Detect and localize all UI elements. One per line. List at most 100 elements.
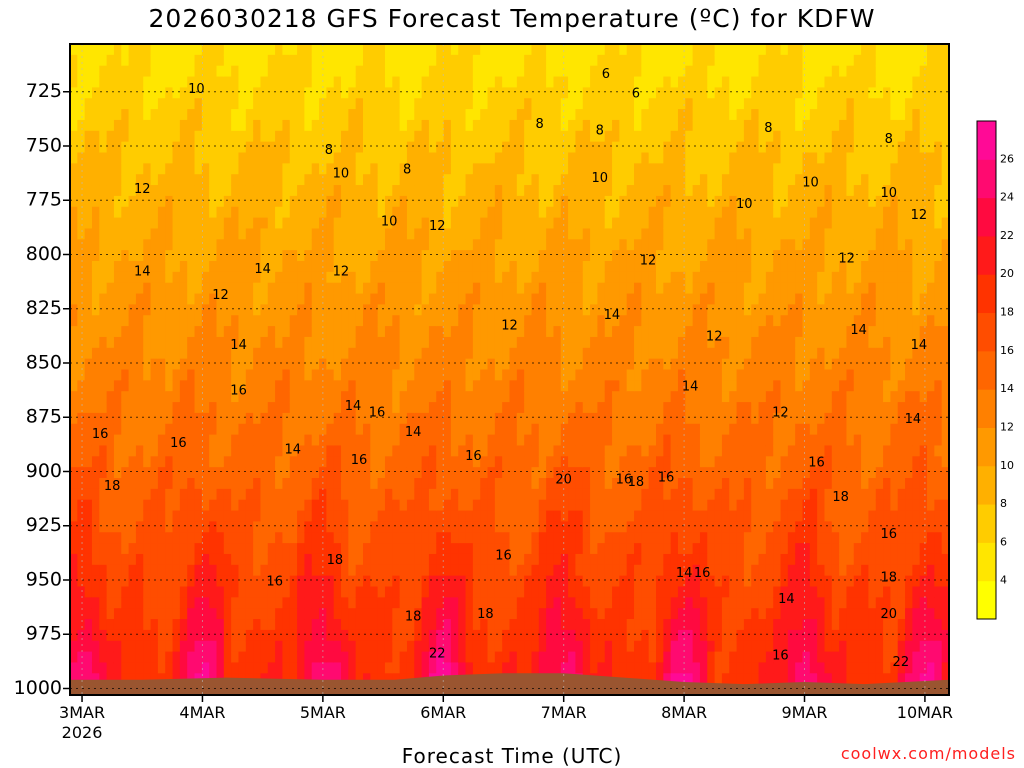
field-cell [150, 499, 159, 512]
field-cell [165, 152, 174, 164]
field-cell [516, 402, 525, 414]
field-cell [355, 76, 364, 88]
field-cell [406, 282, 415, 295]
field-cell [253, 87, 262, 99]
field-cell [509, 44, 518, 56]
field-cell [656, 564, 664, 577]
field-cell [70, 488, 78, 501]
field-cell [553, 402, 562, 414]
field-cell [231, 423, 240, 436]
field-cell [70, 98, 78, 110]
field-cell [634, 510, 642, 522]
field-cell [223, 510, 232, 522]
field-cell [128, 532, 137, 544]
field-cell [487, 217, 496, 230]
field-cell [450, 130, 459, 143]
field-cell [355, 619, 364, 631]
field-cell [267, 217, 276, 230]
field-cell [487, 586, 496, 598]
field-cell [626, 98, 635, 110]
field-cell [641, 65, 650, 78]
field-cell [575, 261, 584, 273]
field-cell [502, 336, 511, 349]
field-cell [516, 195, 525, 208]
field-cell [297, 662, 305, 674]
field-cell [480, 119, 489, 132]
field-cell [231, 293, 240, 305]
field-cell [253, 44, 262, 56]
field-cell [648, 510, 657, 522]
field-cell [260, 564, 269, 577]
field-cell [143, 347, 152, 360]
field-cell [333, 304, 342, 316]
field-cell [150, 228, 159, 240]
field-cell [450, 651, 459, 664]
field-cell [648, 369, 657, 381]
field-cell [267, 391, 276, 403]
field-cell [619, 575, 628, 588]
field-cell [472, 44, 481, 56]
field-cell [304, 662, 313, 674]
field-cell [531, 488, 540, 501]
field-cell [648, 532, 657, 544]
field-cell [128, 358, 137, 371]
field-cell [267, 532, 276, 544]
field-cell [355, 608, 364, 620]
field-cell [406, 478, 415, 490]
field-cell [619, 174, 628, 186]
field-cell [179, 629, 188, 642]
field-cell [560, 564, 569, 577]
field-cell [384, 174, 393, 186]
field-cell [472, 467, 481, 479]
field-cell [289, 65, 298, 78]
field-cell [619, 217, 628, 230]
field-cell [472, 206, 481, 219]
field-cell [150, 119, 159, 132]
field-cell [209, 456, 218, 468]
field-cell [414, 347, 423, 360]
field-cell [143, 499, 152, 512]
field-cell [77, 336, 86, 349]
field-cell [384, 217, 393, 230]
field-cell [172, 195, 181, 208]
field-cell [472, 391, 481, 403]
field-cell [648, 217, 657, 230]
field-cell [260, 54, 269, 67]
field-cell [377, 326, 386, 338]
field-cell [348, 391, 357, 403]
field-cell [604, 575, 613, 588]
field-cell [165, 174, 174, 186]
field-cell [399, 293, 408, 305]
field-cell [604, 293, 613, 305]
field-cell [333, 195, 342, 208]
field-cell [99, 619, 108, 631]
field-cell [289, 553, 298, 566]
field-cell [421, 271, 430, 284]
field-cell [568, 326, 577, 338]
field-cell [91, 336, 100, 349]
field-cell [121, 54, 130, 67]
field-cell [113, 44, 122, 56]
field-cell [304, 195, 313, 208]
field-cell [348, 553, 357, 566]
field-cell [84, 98, 93, 110]
field-cell [99, 163, 108, 175]
field-cell [253, 402, 262, 414]
field-cell [99, 445, 108, 457]
field-cell [187, 65, 196, 78]
field-cell [531, 130, 540, 143]
field-cell [546, 217, 555, 230]
field-cell [670, 304, 679, 316]
field-cell [333, 488, 342, 501]
field-cell [179, 369, 188, 381]
field-cell [370, 543, 379, 555]
field-cell [363, 228, 371, 240]
field-cell [275, 586, 284, 598]
field-cell [209, 76, 218, 88]
field-cell [165, 304, 174, 316]
field-cell [656, 662, 664, 674]
field-cell [77, 141, 86, 154]
field-cell [399, 336, 408, 349]
field-cell [99, 391, 108, 403]
field-cell [406, 434, 415, 447]
